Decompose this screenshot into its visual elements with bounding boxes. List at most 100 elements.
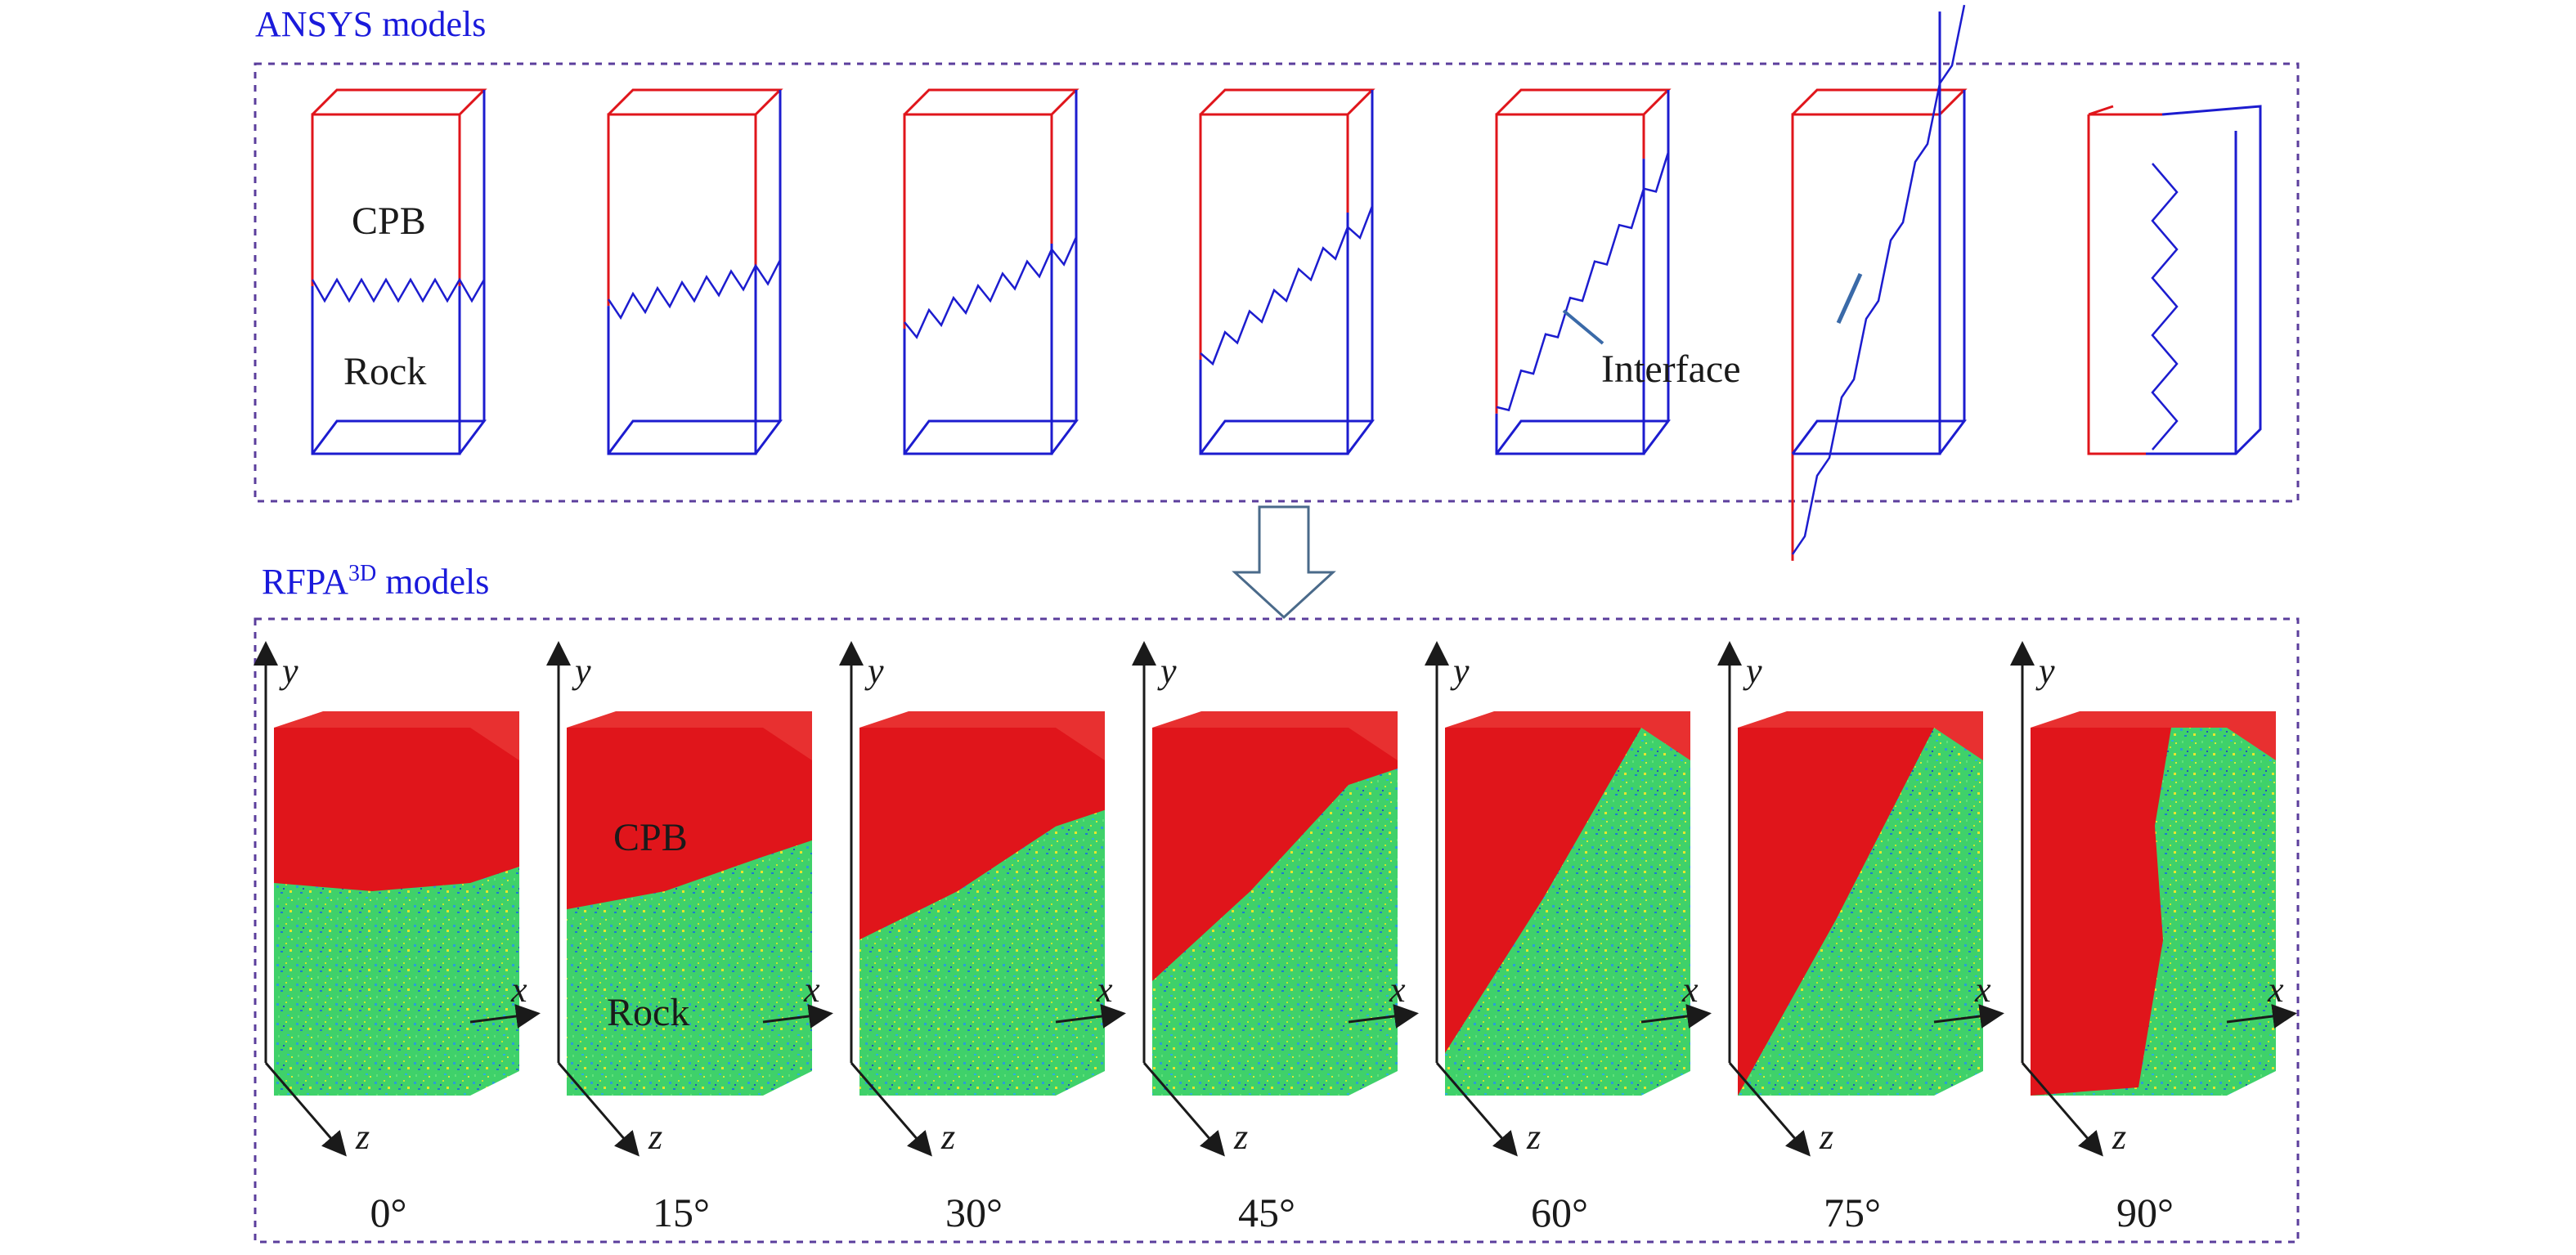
x-axis-arrow xyxy=(1348,1004,1419,1029)
cpb-label-rfpa: CPB xyxy=(613,816,688,859)
y-axis-label: y xyxy=(864,651,884,691)
z-axis-label: z xyxy=(648,1117,662,1157)
rfpa-section-title: RFPA3D models xyxy=(262,561,489,602)
block-top-face xyxy=(567,711,812,760)
rock-wireframe xyxy=(903,90,1079,455)
y-axis-label: y xyxy=(279,651,298,691)
ansys-model-3 xyxy=(1199,88,1376,455)
block-cpb-region xyxy=(859,728,1105,940)
x-axis-arrow xyxy=(2226,1004,2297,1029)
block-cpb-region xyxy=(2031,728,2171,1096)
rfpa-panel-frame xyxy=(254,617,2300,1244)
z-axis-arrow xyxy=(1142,1062,1225,1157)
z-axis-label: z xyxy=(940,1117,955,1157)
x-axis-label: x xyxy=(803,970,820,1010)
x-axis-label: x xyxy=(1681,970,1699,1010)
interface-leader-line xyxy=(1562,309,1604,345)
ansys-model-2 xyxy=(903,88,1079,455)
interface-zigzag xyxy=(904,236,1078,339)
transition-arrow xyxy=(1232,505,1336,620)
angle-label-5: 75° xyxy=(1824,1190,1881,1235)
ansys-model-1 xyxy=(607,88,783,455)
x-axis-label: x xyxy=(1096,970,1113,1010)
interface-zigzag xyxy=(311,277,486,303)
rfpa-model-2: y x z xyxy=(839,641,1126,1157)
block-cpb-region xyxy=(1152,728,1398,981)
x-axis-arrow xyxy=(762,1004,833,1029)
y-axis-label: y xyxy=(1157,651,1177,691)
x-axis-arrow xyxy=(1933,1004,2004,1029)
block-side-face xyxy=(1641,728,1690,1096)
block-cpb-region xyxy=(1445,728,1690,1053)
rock-wireframe xyxy=(1199,90,1375,455)
rfpa-model-3: y x z xyxy=(1132,641,1419,1157)
x-axis-label: x xyxy=(510,970,527,1010)
z-axis-label: z xyxy=(1526,1117,1541,1157)
x-axis-label: x xyxy=(1389,970,1406,1010)
ansys-model-6 xyxy=(2087,105,2262,455)
rfpa-model-5: y x z xyxy=(1717,641,2004,1157)
angle-label-3: 45° xyxy=(1238,1190,1295,1235)
block-side-face xyxy=(1934,728,1983,1096)
cpb-wireframe xyxy=(2087,105,2162,455)
angle-label-6: 90° xyxy=(2116,1190,2174,1235)
interface-zigzag xyxy=(1791,4,1966,555)
cpb-wireframe xyxy=(1495,88,1672,414)
interface-marker-line xyxy=(1836,272,1863,325)
cpb-wireframe xyxy=(1791,88,1968,561)
angle-label-2: 30° xyxy=(945,1190,1003,1235)
cpb-wireframe xyxy=(607,88,783,307)
rock-wireframe xyxy=(2146,105,2262,455)
interface-zigzag xyxy=(1496,151,1670,412)
x-axis-arrow xyxy=(469,1004,541,1029)
block-side-face xyxy=(2227,728,2276,1096)
block-top-face xyxy=(2031,711,2276,760)
angle-label-1: 15° xyxy=(653,1190,710,1235)
block-top-face xyxy=(1738,711,1983,760)
z-axis-label: z xyxy=(2112,1117,2126,1157)
block-top-face xyxy=(859,711,1105,760)
x-axis-arrow xyxy=(1640,1004,1712,1029)
interface-zigzag xyxy=(2151,163,2179,450)
cpb-label-ansys: CPB xyxy=(352,199,426,243)
ansys-panel-frame xyxy=(254,62,2300,503)
rock-label-rfpa: Rock xyxy=(607,991,689,1034)
ansys-model-4 xyxy=(1495,88,1672,455)
interface-zigzag xyxy=(607,259,782,320)
z-axis-arrow xyxy=(264,1062,347,1157)
angle-label-4: 60° xyxy=(1531,1190,1588,1235)
rfpa-model-1: y x z xyxy=(546,641,833,1157)
ansys-section-title: ANSYS models xyxy=(255,4,486,44)
rock-wireframe xyxy=(311,90,487,455)
z-axis-arrow xyxy=(1728,1062,1811,1157)
rfpa-title-rest: models xyxy=(376,562,489,602)
rfpa-models-group: y x z y x z y x z y x z y x z y x z y x z xyxy=(254,641,2297,1157)
block-cpb-region xyxy=(1738,728,1983,1096)
ansys-model-5 xyxy=(1791,4,1968,561)
y-axis-label: y xyxy=(1743,651,1762,691)
cpb-wireframe xyxy=(311,88,487,286)
z-axis-label: z xyxy=(355,1117,370,1157)
z-axis-arrow xyxy=(2021,1062,2103,1157)
z-axis-label: z xyxy=(1819,1117,1833,1157)
rfpa-model-4: y x z xyxy=(1425,641,1712,1157)
rfpa-model-6: y x z xyxy=(2010,641,2297,1157)
block-top-face xyxy=(1445,711,1690,760)
rock-wireframe xyxy=(607,90,783,455)
block-top-face xyxy=(274,711,519,760)
interface-label: Interface xyxy=(1601,347,1741,391)
y-axis-label: y xyxy=(572,651,591,691)
block-cpb-region xyxy=(274,728,519,891)
block-cpb-region xyxy=(567,728,812,910)
rock-wireframe xyxy=(1791,11,1967,455)
z-axis-arrow xyxy=(557,1062,640,1157)
x-axis-label: x xyxy=(1974,970,1991,1010)
angle-labels-group: 0° 15° 30° 45° 60° 75° 90° xyxy=(370,1190,2174,1235)
cpb-wireframe xyxy=(1199,88,1376,360)
z-axis-arrow xyxy=(1435,1062,1518,1157)
rfpa-model-0: y x z xyxy=(254,641,541,1157)
rfpa-title-main: RFPA xyxy=(262,562,348,602)
z-axis-label: z xyxy=(1233,1117,1248,1157)
cpb-wireframe xyxy=(903,88,1079,329)
